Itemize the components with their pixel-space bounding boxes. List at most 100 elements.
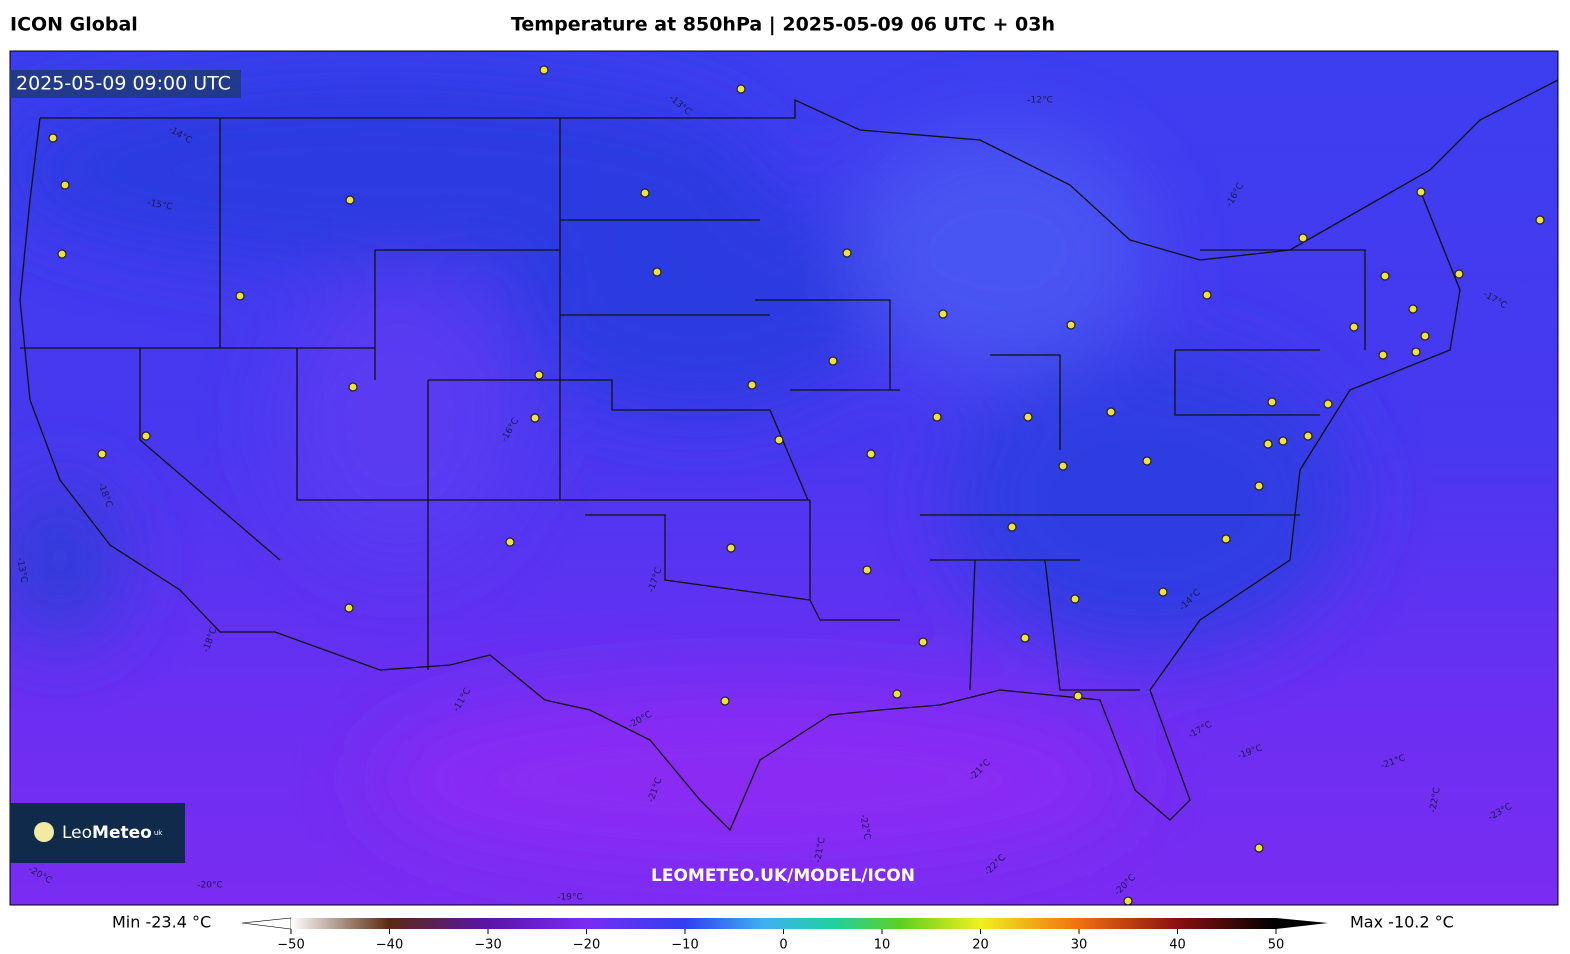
city-marker: [1202, 290, 1212, 300]
city-marker: [1254, 843, 1264, 853]
city-marker: [1221, 534, 1231, 544]
valid-time: 2025-05-09 09:00 UTC: [16, 73, 231, 95]
city-marker: [530, 413, 540, 423]
city-marker: [1066, 320, 1076, 330]
city-marker: [1267, 397, 1277, 407]
city-marker: [1263, 439, 1273, 449]
city-marker: [1349, 322, 1359, 332]
model-name: ICON Global: [10, 14, 138, 36]
boundaries: [19, 79, 1558, 832]
colorbar-tick-label: 0: [779, 938, 787, 953]
city-marker: [1058, 461, 1068, 471]
city-marker: [1123, 896, 1133, 905]
colorbar-tick-label: 50: [1268, 938, 1285, 953]
city-marker: [774, 435, 784, 445]
logo-suffix: uk: [154, 829, 163, 837]
time-box: [10, 70, 241, 98]
city-marker: [534, 370, 544, 380]
city-marker: [1416, 187, 1426, 197]
city-marker: [344, 603, 354, 613]
city-marker: [1070, 594, 1080, 604]
city-marker: [1298, 233, 1308, 243]
colorbar-tick-label: −50: [277, 938, 304, 953]
colorbar-ticks: −50 −40 −30 −20 −10 0 10 20 30 40 50: [277, 929, 1284, 953]
colorbar-tick-label: 10: [874, 938, 891, 953]
city-marker: [1408, 304, 1418, 314]
city-marker: [1535, 215, 1545, 225]
colorbar-tick-label: −30: [474, 938, 501, 953]
watermark: LEOMETEO.UK/MODEL/ICON: [651, 866, 915, 886]
city-marker: [932, 412, 942, 422]
logo-meteo: Meteo: [92, 823, 152, 843]
city-marker: [141, 431, 151, 441]
city-marker: [1454, 269, 1464, 279]
city-marker: [345, 195, 355, 205]
city-marker: [726, 543, 736, 553]
colorbar-high-extend: [1276, 918, 1328, 929]
min-label: Min -23.4 °C: [112, 913, 211, 932]
contour-label: -20°C: [197, 881, 222, 891]
colorbar: [291, 918, 1276, 929]
city-marker: [57, 249, 67, 259]
city-marker: [235, 291, 245, 301]
contour-label: -19°C: [557, 893, 582, 903]
city-marker: [1303, 431, 1313, 441]
city-marker: [1073, 691, 1083, 701]
max-label: Max -10.2 °C: [1350, 913, 1454, 932]
map-area: -12°C-13°C-14°C-15°C -16°C-16°C-18°C-13°C…: [10, 51, 1558, 905]
city-marker: [1254, 481, 1264, 491]
colorbar-tick-label: 40: [1169, 938, 1186, 953]
city-marker: [1106, 407, 1116, 417]
city-marker: [938, 309, 948, 319]
city-marker: [866, 449, 876, 459]
colorbar-tick-label: −40: [376, 938, 403, 953]
city-marker: [1142, 456, 1152, 466]
city-marker: [1380, 271, 1390, 281]
city-marker: [1411, 347, 1421, 357]
city-marker: [1007, 522, 1017, 532]
contour-label: -22°C: [1428, 787, 1442, 814]
city-marker: [1278, 436, 1288, 446]
city-marker: [842, 248, 852, 258]
city-marker: [892, 689, 902, 699]
logo-sun: [34, 822, 54, 842]
colorbar-tick-label: −10: [671, 938, 698, 953]
colorbar-tick-label: 20: [972, 938, 989, 953]
city-marker: [1158, 587, 1168, 597]
city-marker: [720, 696, 730, 706]
contour-label: -12°C: [1027, 96, 1052, 106]
contour-label: -15°C: [146, 198, 173, 212]
contour-label: -22°C: [857, 814, 871, 841]
contour-label: -13°C: [14, 557, 28, 584]
logo-text: LeoMeteo uk: [62, 823, 163, 843]
city-marker: [348, 382, 358, 392]
city-marker: [918, 637, 928, 647]
map-title: Temperature at 850hPa | 2025-05-09 06 UT…: [511, 14, 1055, 36]
colorbar-low-extend: [241, 917, 292, 930]
temperature-blobs: [10, 80, 1350, 870]
city-marker: [747, 380, 757, 390]
city-marker: [1020, 633, 1030, 643]
colorbar-tick-label: −20: [573, 938, 600, 953]
city-marker: [1378, 350, 1388, 360]
city-marker: [539, 65, 549, 75]
city-marker: [640, 188, 650, 198]
map-frame: [9, 50, 1559, 906]
city-markers: [48, 65, 1545, 905]
city-marker: [1420, 331, 1430, 341]
contour-label: -21°C: [813, 837, 827, 864]
city-marker: [505, 537, 515, 547]
city-marker: [828, 356, 838, 366]
city-marker: [1323, 399, 1333, 409]
colorbar-tick-label: 30: [1071, 938, 1088, 953]
city-marker: [60, 180, 70, 190]
city-marker: [97, 449, 107, 459]
city-marker: [1023, 412, 1033, 422]
city-marker: [736, 84, 746, 94]
logo-leo: Leo: [62, 823, 92, 843]
city-marker: [48, 133, 58, 143]
city-marker: [652, 267, 662, 277]
city-marker: [862, 565, 872, 575]
